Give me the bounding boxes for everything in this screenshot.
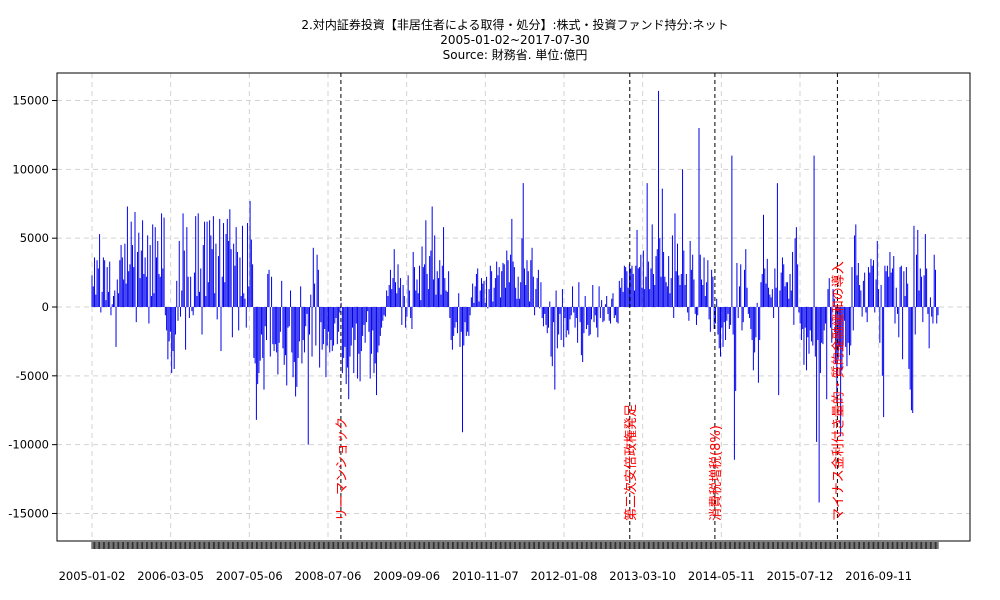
y-tick-label: 0: [42, 300, 49, 314]
x-tick-label: 2005-01-02: [59, 569, 126, 583]
chart-title: 2.対内証券投資【非居住者による取得・処分】:株式・投資ファンド持分:ネット: [301, 18, 729, 32]
y-tick-label: 5000: [20, 231, 49, 245]
y-tick-label: 15000: [12, 94, 49, 108]
bars: [91, 90, 939, 503]
x-ticks: [91, 542, 939, 549]
y-tick-label: -15000: [8, 506, 49, 520]
x-tick-label: 2016-09-11: [845, 569, 912, 583]
x-tick-label: 2006-03-05: [137, 569, 204, 583]
x-tick-label: 2012-01-08: [531, 569, 598, 583]
y-tick-label: -5000: [16, 369, 49, 383]
x-tick-label: 2010-11-07: [452, 569, 519, 583]
event-label: マイナス金利付き量的・質的金融緩和の導入: [830, 261, 846, 521]
chart-date-range: 2005-01-02~2017-07-30: [440, 33, 590, 47]
x-tick-label: 2013-03-10: [609, 569, 676, 583]
x-tick-label: 2015-07-12: [767, 569, 834, 583]
x-tick-label: 2014-05-11: [688, 569, 755, 583]
chart-source: Source: 財務省. 単位:億円: [442, 48, 588, 62]
event-label: 第二次安倍政権発足: [623, 404, 639, 521]
event-label: リーマンショック: [335, 417, 350, 521]
x-tick-label: 2009-09-06: [373, 569, 440, 583]
chart-title-block: 2.対内証券投資【非居住者による取得・処分】:株式・投資ファンド持分:ネット 2…: [0, 18, 1000, 63]
event-label: 消費税増税(8%): [709, 425, 724, 521]
plot-frame: [56, 72, 971, 542]
y-tick-label: 10000: [12, 162, 49, 176]
x-tick-label: 2007-05-06: [216, 569, 283, 583]
y-tick-label: -10000: [8, 438, 49, 452]
x-tick-label: 2008-07-06: [295, 569, 362, 583]
